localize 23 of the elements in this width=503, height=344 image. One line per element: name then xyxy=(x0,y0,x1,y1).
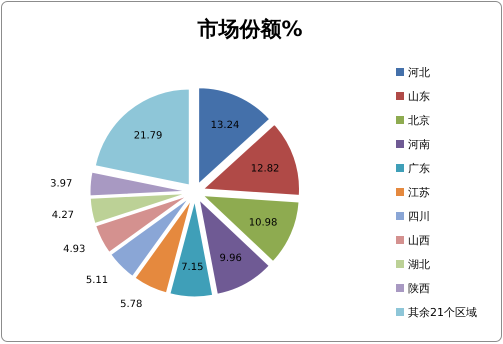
legend-label: 山西 xyxy=(408,234,430,247)
legend-label: 江苏 xyxy=(408,186,430,199)
legend-label: 湖北 xyxy=(408,258,430,271)
data-label: 4.27 xyxy=(52,210,74,222)
data-label: 10.98 xyxy=(248,218,278,229)
legend-label: 四川 xyxy=(408,210,430,223)
data-label: 12.82 xyxy=(250,164,280,174)
legend-label: 河南 xyxy=(408,138,430,151)
data-label: 3.97 xyxy=(50,178,72,190)
legend-label: 陕西 xyxy=(408,282,430,295)
data-label: 13.24 xyxy=(210,120,240,132)
legend-label: 广东 xyxy=(408,162,430,175)
chart-title: 市场份额% xyxy=(196,17,303,41)
legend-label: 河北 xyxy=(408,66,430,79)
legend-label: 其余21个区域 xyxy=(408,306,477,319)
data-label: 5.78 xyxy=(120,299,142,310)
data-label: 4.93 xyxy=(63,244,86,255)
data-label: 7.15 xyxy=(181,262,204,274)
data-label: 9.96 xyxy=(220,253,242,264)
legend-label: 北京 xyxy=(408,114,430,127)
data-label: 21.79 xyxy=(134,130,162,142)
data-label: 5.11 xyxy=(86,275,108,286)
legend-label: 山东 xyxy=(408,90,430,103)
